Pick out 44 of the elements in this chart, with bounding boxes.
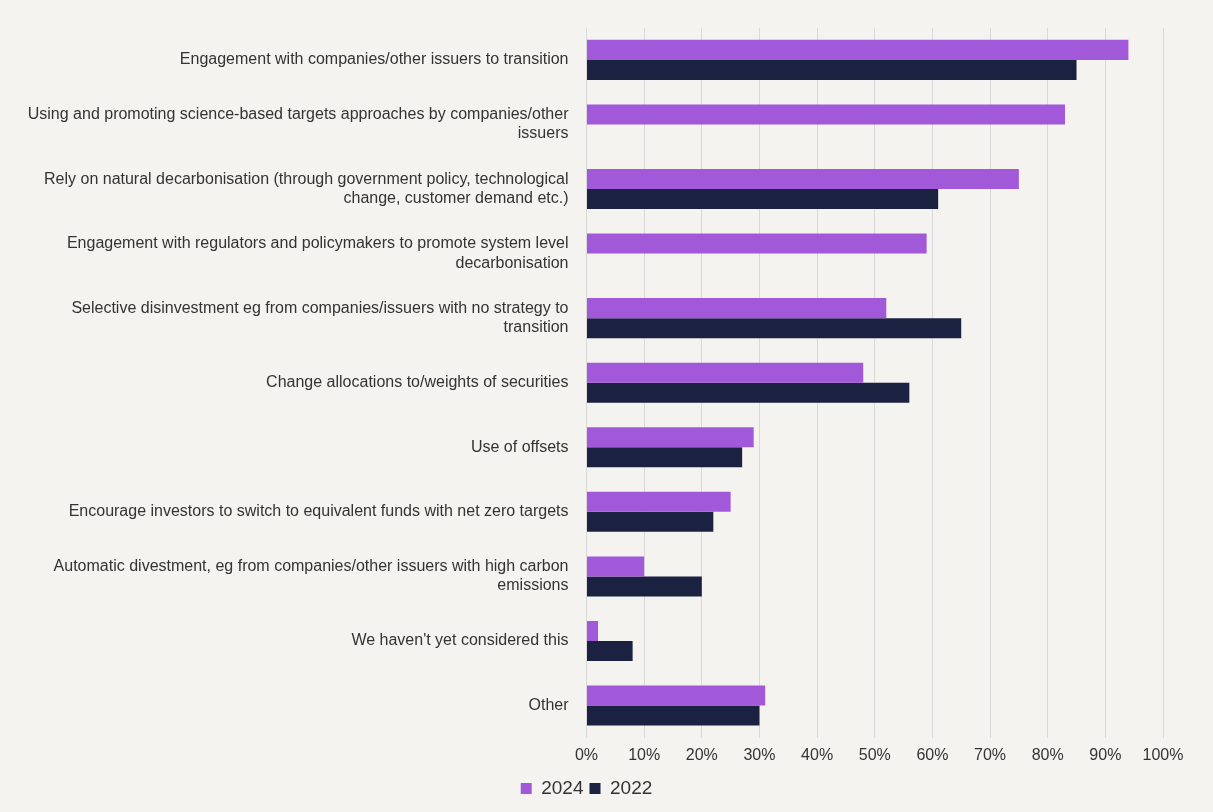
x-tick-label: 20%	[685, 745, 718, 763]
x-tick-label: 70%	[974, 745, 1007, 763]
bar	[587, 640, 633, 661]
x-tick-label: 90%	[1089, 745, 1122, 763]
bar	[587, 104, 1065, 125]
y-tick-label: Engagement with companies/other issuers to transition	[179, 50, 569, 68]
y-tick-label: Change allocations to/weights of securities	[266, 373, 569, 391]
y-tick-label: Encourage investors to switch to equivalent funds with net zero targets	[68, 502, 569, 520]
bar	[587, 318, 962, 339]
y-tick-label: Engagement with regulators and policymakers to promote system level decarbonisation	[66, 234, 569, 271]
bar	[587, 576, 702, 597]
y-tick-label: Using and promoting science-based targets approaches by companies/other issuers	[27, 105, 570, 142]
y-tick-label: Other	[528, 695, 570, 713]
bar	[587, 168, 1019, 190]
bar	[587, 298, 887, 319]
x-tick-label: 40%	[801, 745, 834, 763]
bar	[587, 685, 766, 706]
x-tick-label: 0%	[574, 745, 599, 763]
bar	[587, 189, 939, 210]
y-tick-label: We haven't yet considered this	[351, 631, 569, 649]
bar	[587, 427, 754, 448]
bar	[587, 491, 731, 512]
x-tick-label: 10%	[628, 745, 661, 763]
x-tick-label: 60%	[916, 745, 949, 763]
bar	[587, 447, 743, 468]
y-tick-label: Selective disinvestment eg from companies/issuers with no strategy to transition	[71, 298, 569, 336]
legend-label: 2024	[541, 776, 584, 798]
y-tick-label: Rely on natural decarbonisation (through government policy, technological change, customer demand etc.)	[44, 169, 569, 207]
x-tick-label: 30%	[743, 745, 776, 763]
bar	[587, 362, 864, 383]
bar	[587, 39, 1129, 60]
bar	[587, 620, 599, 641]
bar	[587, 705, 760, 726]
bar	[587, 233, 927, 254]
legend-label: 2022	[610, 776, 653, 798]
x-tick-label: 50%	[858, 745, 891, 763]
bar	[587, 511, 714, 532]
bar	[587, 556, 645, 577]
bar	[587, 382, 910, 403]
bar	[587, 59, 1077, 80]
x-tick-label: 100%	[1142, 745, 1184, 763]
y-tick-label: Automatic divestment, eg from companies/other issuers with high carbon emissions	[53, 557, 569, 594]
y-tick-label: Use of offsets	[470, 437, 569, 455]
x-tick-label: 80%	[1031, 745, 1064, 763]
